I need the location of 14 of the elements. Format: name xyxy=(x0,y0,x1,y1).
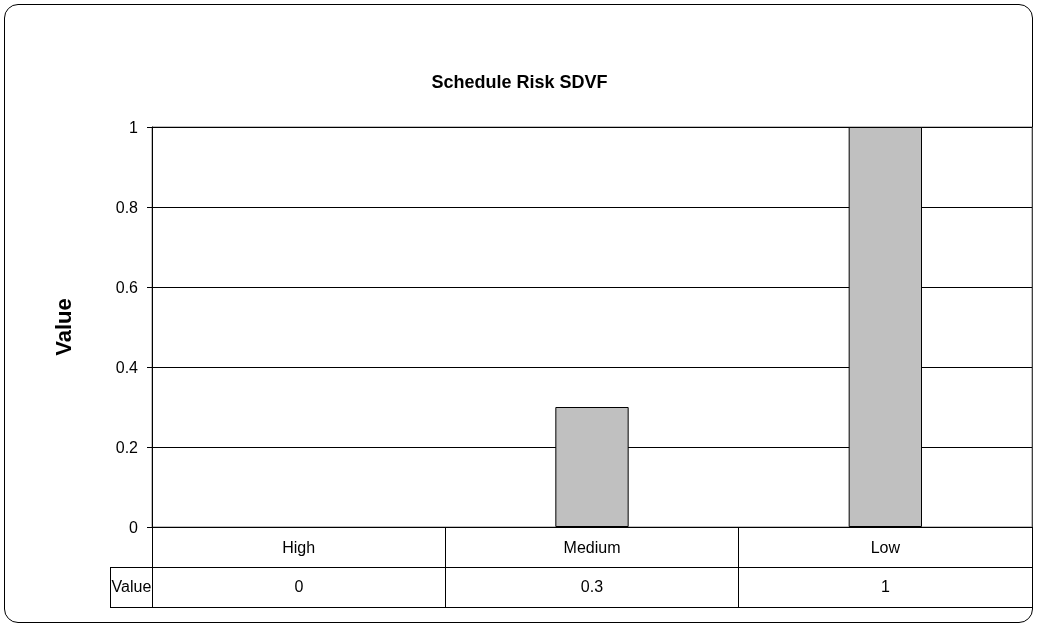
chart-title: Schedule Risk SDVF xyxy=(431,72,608,92)
x-tick-label: High xyxy=(282,538,316,556)
y-tick-label: 0.2 xyxy=(115,438,139,456)
y-tick-label: 0.4 xyxy=(115,358,139,376)
data-label: 1 xyxy=(880,577,891,597)
y-tick-label: 1 xyxy=(129,118,139,136)
y-tick-label: 0 xyxy=(129,518,139,536)
text: Value xyxy=(111,568,153,607)
y-axis-title: Value xyxy=(50,298,76,356)
y-tick-label: 0.6 xyxy=(115,278,139,296)
data-label: 0.3 xyxy=(445,568,739,607)
x-tick-label: Medium xyxy=(563,538,621,556)
x-tick-label: Low xyxy=(870,538,901,556)
y-tick-label: 0.8 xyxy=(115,198,139,216)
